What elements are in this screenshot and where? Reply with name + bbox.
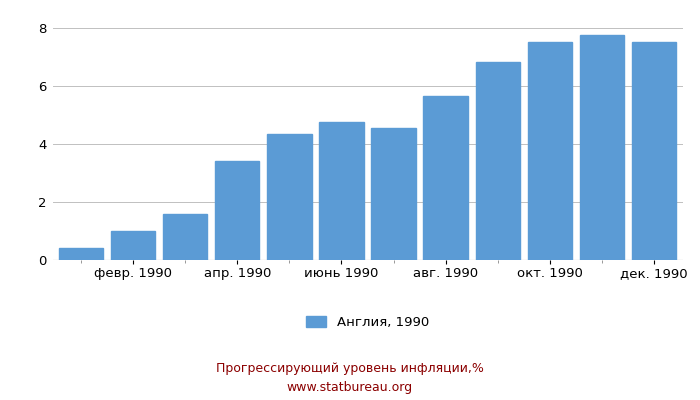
Legend: Англия, 1990: Англия, 1990 [301, 310, 434, 334]
Bar [59, 248, 104, 260]
Bar [267, 134, 312, 260]
Bar [215, 161, 260, 260]
Bar [163, 214, 207, 260]
Bar [580, 35, 624, 260]
Bar [475, 62, 520, 260]
Bar [319, 122, 363, 260]
Bar [111, 231, 155, 260]
Bar [424, 96, 468, 260]
Bar [631, 42, 676, 260]
Bar [372, 128, 416, 260]
Bar [528, 42, 572, 260]
Text: Прогрессирующий уровень инфляции,%
www.statbureau.org: Прогрессирующий уровень инфляции,% www.s… [216, 362, 484, 394]
